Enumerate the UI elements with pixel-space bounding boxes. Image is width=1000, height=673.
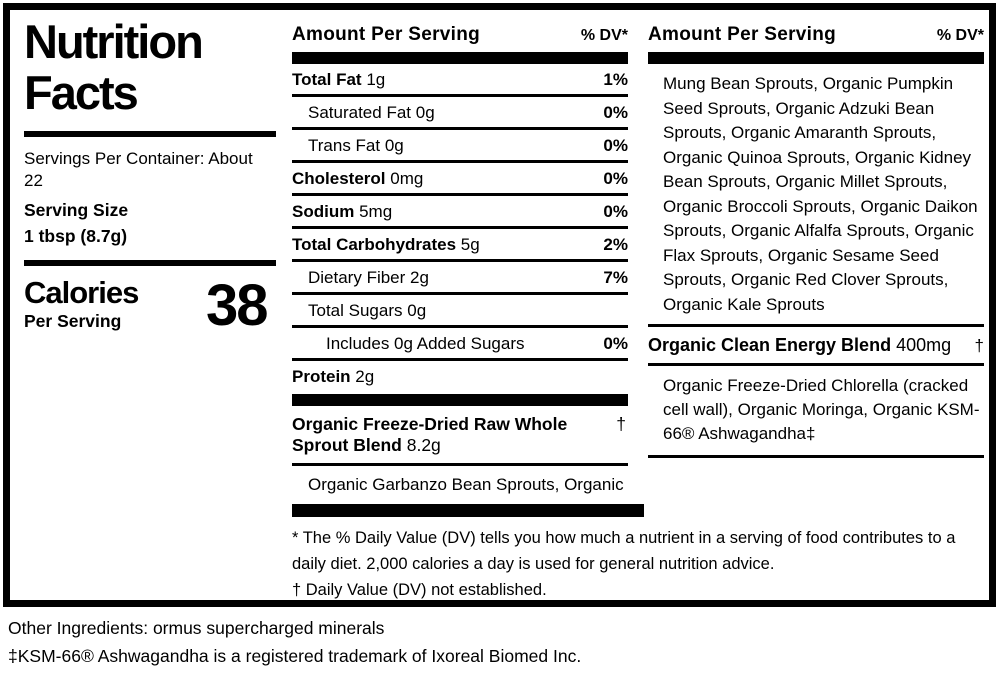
dv-header: % DV* [580, 27, 628, 44]
title-line-1: Nutrition [24, 15, 204, 68]
divider [292, 463, 628, 466]
divider [648, 363, 984, 366]
nutrient-row-total-sugars: Total Sugars 0g [292, 295, 628, 328]
calories-label: Calories [24, 275, 139, 310]
calories-section: Calories Per Serving 38 [24, 273, 276, 338]
dv-header: % DV* [936, 27, 984, 44]
serving-size-label: Serving Size [24, 200, 129, 220]
dagger-footnote: † Daily Value (DV) not established. [292, 581, 547, 599]
thick-bar [292, 52, 628, 64]
energy-blend-amount: 400mg [896, 335, 952, 355]
calories-sublabel: Per Serving [24, 311, 122, 331]
dagger-symbol: † [974, 336, 984, 355]
amount-per-serving-header: Amount Per Serving [292, 24, 481, 45]
nutrient-row-dietary-fiber: Dietary Fiber 2g 7% [292, 262, 628, 295]
nutrient-row-cholesterol: Cholesterol 0mg 0% [292, 163, 628, 196]
nutrition-facts-panel: Nutrition Facts Servings Per Container: … [3, 3, 996, 607]
sprout-blend-ingredients: Organic Garbanzo Bean Sprouts, Organic [308, 475, 624, 494]
servings-per-container: Servings Per Container: About 22 [24, 149, 253, 190]
ingredients-column: Amount Per Serving % DV* Mung Bean Sprou… [648, 18, 984, 458]
serving-size-value: 1 tbsp (8.7g) [24, 226, 128, 246]
divider [24, 131, 276, 137]
thick-bar [292, 394, 628, 406]
dv-value: 0% [603, 136, 628, 155]
calories-value: 38 [206, 273, 268, 338]
divider [648, 324, 984, 327]
dagger-symbol: † [616, 414, 626, 434]
energy-blend-name: Organic Clean Energy Blend [648, 335, 892, 355]
amount-per-serving-header: Amount Per Serving [648, 24, 837, 45]
footnote: * The % Daily Value (DV) tells you how m… [292, 525, 964, 603]
nutrient-row-sodium: Sodium 5mg 0% [292, 196, 628, 229]
dv-value: 0% [603, 202, 628, 221]
nutrient-row-trans-fat: Trans Fat 0g 0% [292, 130, 628, 163]
dv-value: 0% [603, 169, 628, 188]
nutrient-row-protein: Protein 2g [292, 367, 375, 386]
nutrient-row-total-carbohydrates: Total Carbohydrates 5g 2% [292, 229, 628, 262]
nutrient-row-saturated-fat: Saturated Fat 0g 0% [292, 97, 628, 130]
divider [24, 260, 276, 266]
energy-blend-heading: Organic Clean Energy Blend 400mg † [648, 327, 984, 363]
trademark-note: ‡KSM-66® Ashwagandha is a registered tra… [8, 646, 582, 666]
nutrient-row-added-sugars: Includes 0g Added Sugars 0% [292, 328, 628, 361]
nutrients-column: Amount Per Serving % DV* Total Fat 1g 1%… [292, 18, 955, 603]
dv-value: 1% [603, 70, 628, 89]
divider [648, 455, 984, 458]
thick-bar [292, 504, 644, 517]
page-title: Nutrition Facts [24, 16, 276, 118]
footer-notes: Other Ingredients: ormus supercharged mi… [8, 614, 581, 670]
energy-blend-ingredients: Organic Freeze-Dried Chlorella (cracked … [663, 376, 980, 443]
title-line-2: Facts [24, 66, 139, 119]
dv-value: 7% [603, 268, 628, 287]
other-ingredients: Other Ingredients: ormus supercharged mi… [8, 618, 385, 638]
dv-value: 0% [603, 103, 628, 122]
dv-footnote: * The % Daily Value (DV) tells you how m… [292, 529, 956, 573]
ingredients-header: Amount Per Serving % DV* [648, 18, 984, 46]
thick-bar [648, 52, 984, 64]
nutrient-row-total-fat: Total Fat 1g 1% [292, 64, 628, 97]
serving-info-column: Nutrition Facts Servings Per Container: … [24, 16, 276, 338]
dv-value: 0% [603, 334, 628, 353]
sprout-blend-heading: † Organic Freeze-Dried Raw Whole Sprout … [292, 414, 626, 455]
sprout-list: Mung Bean Sprouts, Organic Pumpkin Seed … [663, 74, 978, 314]
dv-value: 2% [603, 235, 628, 254]
nutrients-header: Amount Per Serving % DV* [292, 18, 628, 46]
calories-labels: Calories Per Serving [24, 275, 194, 332]
